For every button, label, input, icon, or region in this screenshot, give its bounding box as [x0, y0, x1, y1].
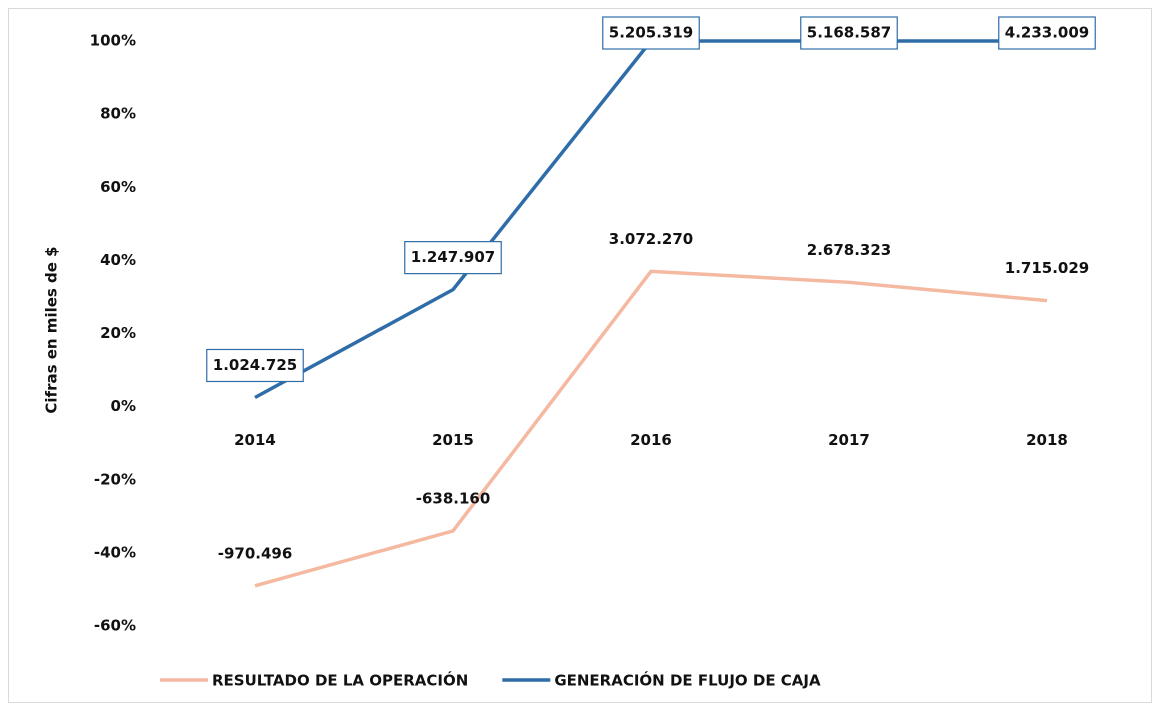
data-label-box — [800, 16, 898, 50]
y-tick-label: -60% — [94, 617, 136, 635]
data-label-box — [206, 348, 304, 383]
x-tick-label: 2017 — [828, 431, 870, 449]
y-tick-label: 0% — [111, 397, 136, 415]
y-tick-label: 40% — [100, 251, 136, 269]
series-line — [254, 269, 1048, 588]
y-tick-label: 80% — [100, 105, 136, 123]
data-label: 2.678.323 — [807, 241, 891, 259]
data-label: 1.024.725 — [213, 356, 297, 374]
y-tick-label: 60% — [100, 178, 136, 196]
data-label-box — [404, 241, 502, 275]
data-label: -970.496 — [218, 544, 293, 562]
x-tick-label: 2016 — [630, 431, 672, 449]
data-label: 5.205.319 — [609, 24, 693, 42]
y-tick-label: -40% — [94, 543, 136, 561]
y-axis-label: Cifras en miles de $ — [43, 246, 61, 413]
legend-label: RESULTADO DE LA OPERACIÓN — [212, 671, 468, 690]
data-label: -638.160 — [416, 489, 491, 507]
x-tick-label: 2014 — [234, 431, 276, 449]
data-label: 4.233.009 — [1005, 24, 1089, 42]
data-label: 5.168.587 — [807, 24, 891, 42]
data-label: 3.072.270 — [609, 230, 693, 248]
y-tick-label: 100% — [90, 32, 136, 50]
legend-label: GENERACIÓN DE FLUJO DE CAJA — [554, 671, 821, 690]
y-tick-label: 20% — [100, 324, 136, 342]
x-tick-label: 2015 — [432, 431, 474, 449]
data-label-box — [998, 16, 1096, 50]
chart-border — [8, 8, 1152, 703]
data-label-box — [602, 16, 700, 50]
data-label: 1.715.029 — [1005, 259, 1089, 277]
x-tick-label: 2018 — [1026, 431, 1068, 449]
data-label: 1.247.907 — [411, 248, 495, 266]
y-tick-label: -20% — [94, 470, 136, 488]
